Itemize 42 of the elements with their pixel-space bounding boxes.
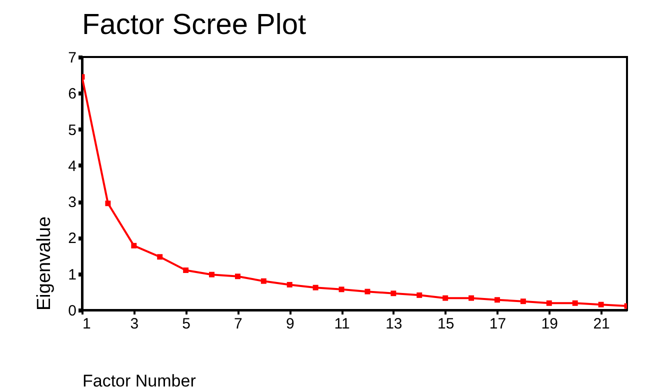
point xyxy=(312,284,318,290)
x-tick-label: 1 xyxy=(82,316,91,332)
x-tick-label: 11 xyxy=(334,316,350,332)
point xyxy=(598,302,604,308)
y-tick-label: 2 xyxy=(68,230,76,248)
y-tick-label: 3 xyxy=(68,194,76,212)
y-tick-label: 7 xyxy=(68,50,76,66)
point xyxy=(546,300,552,306)
point xyxy=(209,272,214,278)
x-tick-label: 5 xyxy=(182,316,190,332)
x-tick-label: 21 xyxy=(593,316,610,332)
x-tick-label: 19 xyxy=(541,316,558,332)
point xyxy=(131,242,137,248)
x-tick-label: 9 xyxy=(286,316,294,332)
x-axis-title: Factor Number xyxy=(82,372,196,389)
y-tick-label: 5 xyxy=(68,122,76,139)
y-tick-label: 6 xyxy=(68,86,76,103)
y-tick-label: 4 xyxy=(68,158,76,175)
chart-title: Factor Scree Plot xyxy=(82,9,306,41)
x-tick-label: 3 xyxy=(130,316,139,332)
point xyxy=(390,290,396,296)
point xyxy=(234,274,240,280)
x-tick-label: 7 xyxy=(234,316,242,332)
x-tick-label: 17 xyxy=(489,316,506,332)
point xyxy=(338,286,344,292)
point xyxy=(286,282,292,288)
point xyxy=(442,295,448,301)
x-tick-label: 13 xyxy=(386,316,402,332)
y-axis-title: Eigenvalue xyxy=(34,216,56,310)
point xyxy=(183,268,189,273)
point xyxy=(494,297,500,303)
x-tick-label: 15 xyxy=(437,316,454,332)
point xyxy=(416,292,422,298)
point xyxy=(105,200,111,206)
point xyxy=(468,295,474,301)
point xyxy=(572,300,578,306)
point xyxy=(520,298,526,304)
y-tick-label: 1 xyxy=(68,266,76,284)
y-tick-label: 0 xyxy=(68,302,76,320)
point xyxy=(260,278,266,284)
point xyxy=(157,254,163,260)
point xyxy=(364,288,370,294)
